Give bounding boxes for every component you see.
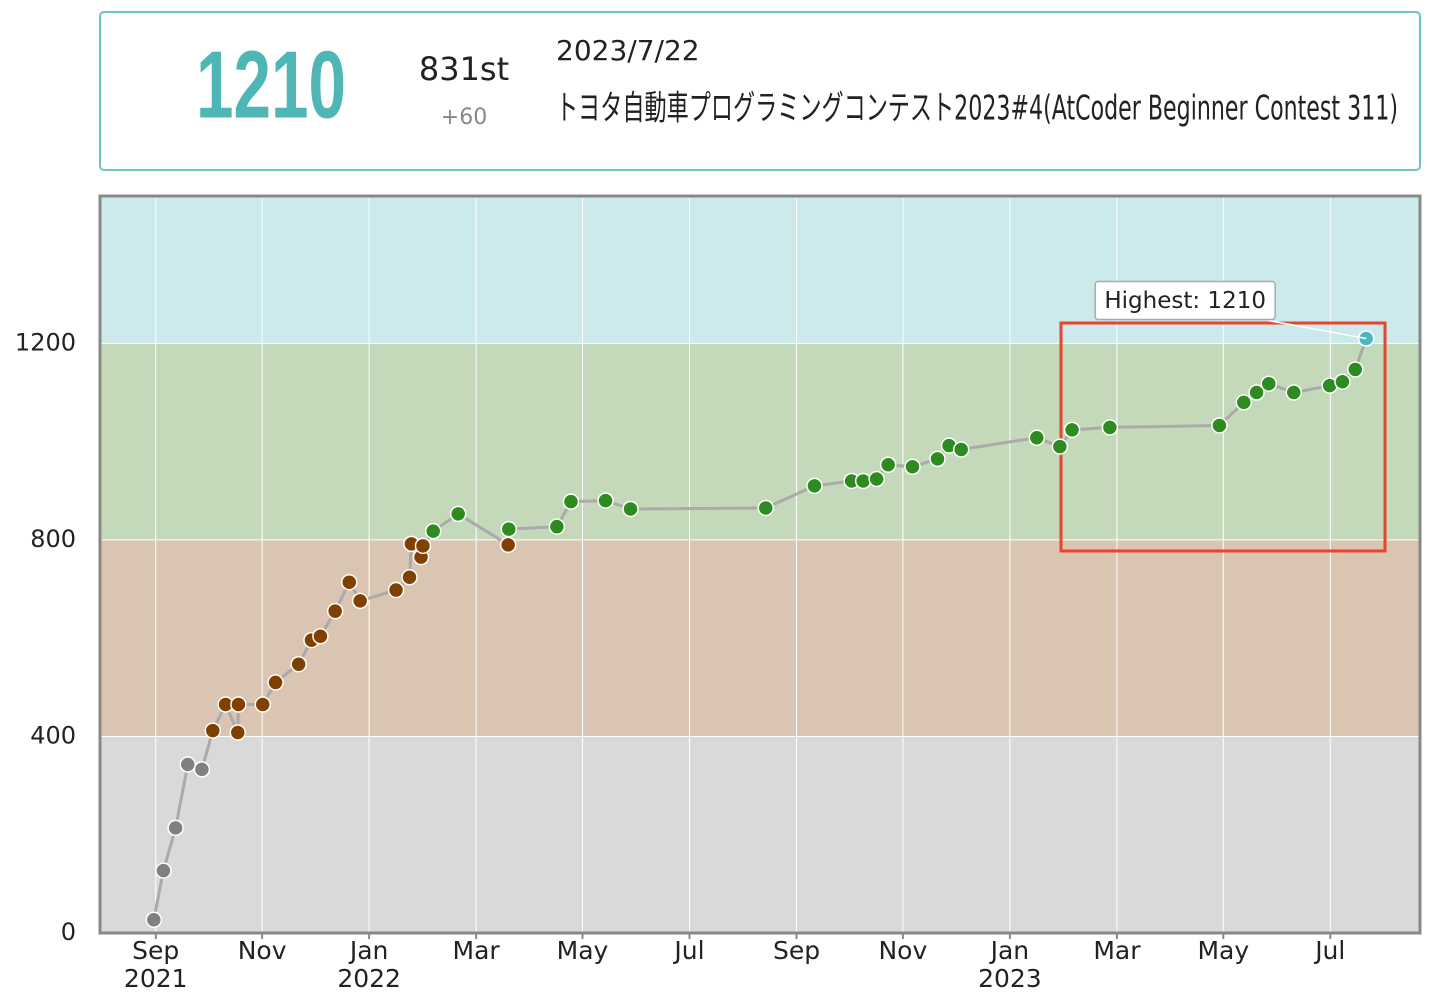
- rating-point: [351, 592, 369, 610]
- rating-point: [449, 505, 467, 523]
- plot-frame: [98, 194, 1422, 935]
- y-tick-label: 1200: [15, 328, 76, 356]
- contest-name: トヨタ自動車プログラミングコンテスト2023#4(AtCoder Beginne…: [556, 89, 1398, 129]
- rating-point: [562, 493, 580, 510]
- rating-point: [167, 819, 184, 837]
- rating: 1210: [196, 31, 346, 138]
- x-tick-label: Jul: [674, 936, 705, 965]
- rating-point: [904, 458, 921, 475]
- rating-point: [326, 602, 344, 620]
- rating-band: [100, 539, 1420, 737]
- x-tick-label: Sep 2021: [123, 936, 188, 993]
- rating-point: [1334, 373, 1351, 390]
- rating-point: [145, 911, 163, 928]
- rating-point: [1101, 419, 1119, 436]
- rating-point: [1285, 384, 1303, 401]
- rating-point: [1248, 384, 1265, 401]
- rating-point: [1063, 421, 1081, 439]
- rating-point: [267, 674, 284, 691]
- y-tick-label: 800: [30, 525, 76, 553]
- annotation-box: [1094, 280, 1276, 321]
- x-tick-label: May: [556, 936, 609, 965]
- rating-change: +60: [441, 105, 487, 130]
- x-tick-label: Nov: [237, 936, 287, 965]
- x-tick-label: Mar: [1093, 936, 1141, 965]
- rating-point: [597, 492, 614, 509]
- rating-point: [499, 536, 517, 554]
- highlight-box: [1059, 321, 1387, 553]
- rating-point: [230, 696, 247, 713]
- rating-point: [254, 696, 272, 713]
- header-box: [99, 11, 1421, 171]
- rating-point: [757, 499, 775, 517]
- annotation: Highest: 1210: [1104, 288, 1266, 314]
- rating-point: [229, 724, 247, 741]
- x-tick-label: Sep: [772, 936, 821, 965]
- contest-date: 2023/7/22: [556, 34, 700, 67]
- rating-point: [204, 722, 222, 739]
- x-tick-label: Mar: [452, 936, 500, 965]
- rating-point: [424, 522, 442, 540]
- rating-point: [879, 456, 897, 474]
- rating-point: [341, 573, 358, 591]
- rating-point: [868, 470, 885, 488]
- rating-point: [622, 500, 639, 518]
- rating-point: [155, 862, 172, 879]
- rating-point: [500, 520, 518, 538]
- rating-band: [100, 196, 1420, 344]
- rating-point: [414, 537, 432, 555]
- x-tick-label: Jan 2022: [337, 936, 401, 993]
- rating-point: [401, 569, 418, 586]
- rating-point: [179, 756, 197, 773]
- rating-point: [1347, 361, 1364, 378]
- rating-point: [1235, 394, 1253, 411]
- x-tick-label: May: [1197, 936, 1250, 965]
- rating-point: [1211, 417, 1228, 434]
- rating-point: [312, 627, 329, 645]
- rating-point: [387, 581, 405, 599]
- rating-point: [1028, 429, 1046, 446]
- rating-point: [1051, 438, 1069, 455]
- x-tick-label: Jan 2023: [978, 936, 1042, 993]
- x-tick-label: Nov: [878, 936, 928, 965]
- y-tick-label: 0: [61, 918, 76, 946]
- rank: 831st: [419, 50, 509, 88]
- rating-band: [100, 736, 1420, 933]
- rating-point: [806, 477, 823, 495]
- rating-point: [193, 761, 211, 778]
- annotation-pointer: [1268, 319, 1367, 340]
- y-tick-label: 400: [30, 721, 76, 749]
- rating-point: [854, 472, 872, 490]
- rating-point: [952, 441, 970, 458]
- rating-point: [929, 450, 946, 468]
- rating-point: [290, 655, 307, 673]
- rating-point: [1260, 375, 1278, 392]
- rating-point: [548, 518, 566, 535]
- x-tick-label: Jul: [1315, 936, 1346, 965]
